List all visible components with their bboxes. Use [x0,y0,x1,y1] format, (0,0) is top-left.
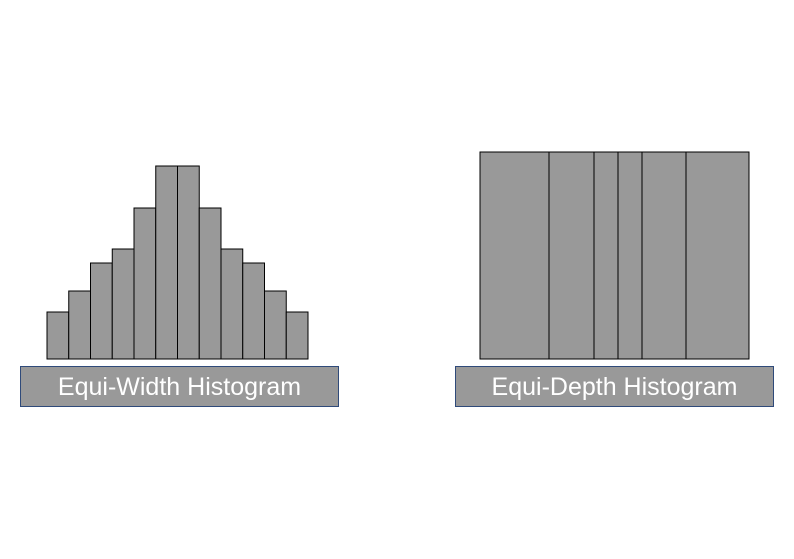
equi-width-caption-text: Equi-Width Histogram [58,373,301,401]
equi-width-bucket-12 [285,311,309,360]
equi-depth-histogram [479,151,750,360]
equi-width-bucket-2 [68,290,91,360]
equi-depth-bucket-5 [641,151,687,360]
equi-depth-bucket-4 [617,151,643,360]
equi-depth-caption: Equi-Depth Histogram [455,366,774,407]
equi-width-bucket-6 [155,165,178,360]
equi-width-bucket-10 [242,262,265,360]
equi-depth-bucket-3 [593,151,619,360]
equi-width-bucket-4 [111,248,135,360]
equi-width-bucket-1 [46,311,70,360]
equi-width-bucket-3 [90,262,113,360]
equi-width-bucket-5 [133,207,157,360]
equi-width-caption: Equi-Width Histogram [20,366,339,407]
equi-depth-bucket-2 [548,151,595,360]
equi-width-bucket-11 [264,290,287,360]
equi-width-bucket-9 [220,248,244,360]
equi-width-histogram [46,165,309,360]
equi-width-bucket-7 [177,165,200,360]
equi-depth-caption-box [455,366,774,407]
equi-depth-caption-text: Equi-Depth Histogram [492,373,738,401]
equi-depth-bucket-1 [479,151,550,360]
equi-depth-bucket-6 [685,151,750,360]
equi-width-caption-box [20,366,339,407]
equi-width-bucket-8 [198,207,222,360]
